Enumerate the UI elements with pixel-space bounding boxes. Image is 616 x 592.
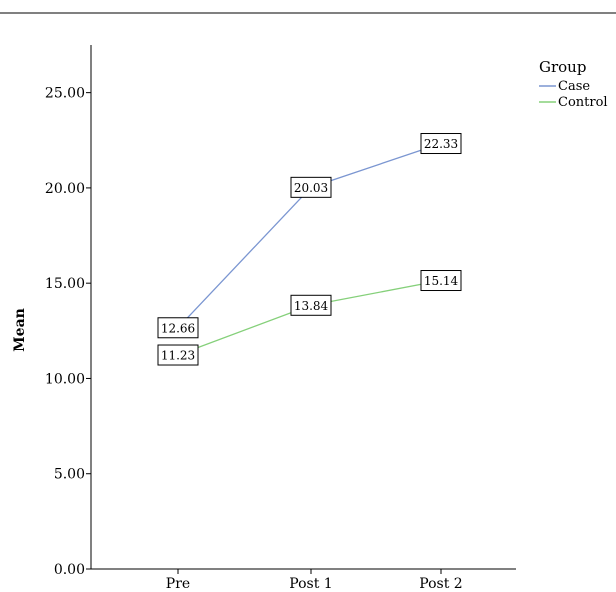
data-label-box	[420, 133, 462, 155]
data-label-box	[420, 270, 462, 292]
data-label: 12.66	[157, 317, 199, 339]
data-label-text: 22.33	[424, 137, 458, 151]
data-label: 11.23	[157, 344, 199, 366]
y-tick-label: 25.00	[45, 86, 85, 102]
legend-title: Group	[539, 58, 586, 76]
data-label-box	[157, 344, 199, 366]
data-labels: 12.66 20.03 22.33 11.23 13.84 15.14	[157, 133, 462, 366]
data-label-text: 12.66	[161, 321, 195, 335]
data-label-box	[157, 317, 199, 339]
data-label-box	[290, 176, 332, 198]
y-tick-label: 10.00	[45, 371, 85, 387]
series-line-control	[177, 279, 442, 356]
x-tick-label: Pre	[166, 576, 190, 592]
data-label-text: 11.23	[161, 349, 195, 363]
y-axis-title: Mean	[12, 308, 28, 352]
x-tick-label: Post 2	[419, 576, 462, 592]
y-tick-label: 20.00	[45, 181, 85, 197]
legend-label-control: Control	[558, 95, 608, 110]
y-tick-label: 0.00	[54, 562, 85, 578]
x-tick-label: Post 1	[289, 576, 332, 592]
data-label: 15.14	[420, 270, 462, 292]
data-label: 13.84	[290, 294, 332, 316]
series-lines	[177, 142, 442, 356]
data-label: 22.33	[420, 133, 462, 155]
data-label-text: 13.84	[294, 299, 329, 313]
data-label: 20.03	[290, 176, 332, 198]
data-label-text: 15.14	[424, 274, 459, 288]
y-tick-label: 5.00	[54, 467, 85, 483]
data-label-text: 20.03	[294, 181, 328, 195]
legend-label-case: Case	[558, 79, 590, 94]
y-tick-label: 15.00	[45, 276, 85, 292]
data-label-box	[290, 294, 332, 316]
axes: 0.00 5.00 10.00 15.00 20.00 25.00 Pre Post 1 Pos…	[45, 45, 516, 592]
